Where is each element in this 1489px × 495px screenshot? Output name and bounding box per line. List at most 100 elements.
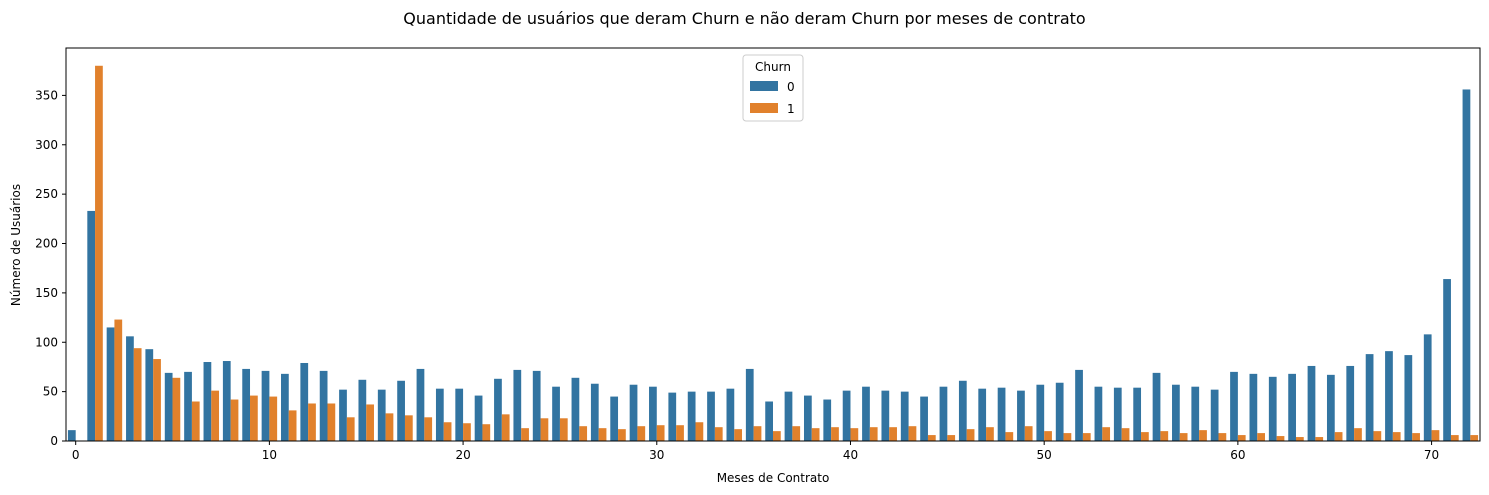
- bar-churn0-month-20: [455, 388, 464, 441]
- bar-churn1-month-40: [850, 428, 859, 441]
- y-tick-label-300: 300: [35, 138, 58, 152]
- bar-churn1-month-42: [889, 427, 897, 441]
- bar-churn0-month-63: [1288, 373, 1296, 441]
- bar-churn1-month-26: [579, 426, 588, 441]
- bar-churn0-month-26: [571, 377, 580, 441]
- bar-churn0-month-55: [1133, 387, 1142, 441]
- bar-churn1-month-9: [250, 395, 258, 441]
- bar-churn0-month-60: [1230, 371, 1238, 441]
- bar-churn1-month-61: [1257, 433, 1265, 441]
- bar-churn0-month-69: [1404, 355, 1413, 441]
- bar-churn1-month-27: [598, 428, 607, 441]
- bar-churn1-month-28: [618, 429, 626, 441]
- bar-churn1-month-23: [521, 428, 529, 441]
- bar-churn0-month-61: [1249, 373, 1258, 441]
- bar-churn1-month-34: [734, 429, 743, 441]
- bar-churn1-month-63: [1295, 437, 1304, 441]
- bar-churn0-month-72: [1462, 89, 1471, 441]
- bar-churn1-month-29: [637, 426, 646, 441]
- bar-churn1-month-59: [1218, 433, 1227, 441]
- bar-churn1-month-36: [773, 431, 781, 441]
- legend-label-0: 0: [787, 80, 795, 94]
- bar-churn0-month-48: [997, 387, 1006, 441]
- bar-churn1-month-10: [269, 396, 278, 441]
- y-tick-label-250: 250: [35, 187, 58, 201]
- bar-churn0-month-35: [745, 368, 754, 441]
- bar-churn0-month-40: [842, 390, 851, 441]
- bar-churn0-month-59: [1210, 389, 1219, 441]
- bar-churn0-month-17: [397, 380, 405, 441]
- y-tick-label-100: 100: [35, 335, 58, 349]
- bar-churn1-month-49: [1024, 426, 1033, 441]
- bar-churn0-month-22: [494, 378, 502, 441]
- bar-churn0-month-58: [1191, 386, 1200, 441]
- bar-churn1-month-15: [366, 404, 374, 441]
- bar-churn0-month-41: [862, 386, 870, 441]
- bar-churn0-month-24: [532, 370, 541, 441]
- bar-churn1-month-33: [714, 427, 723, 441]
- bar-churn1-month-45: [947, 435, 956, 441]
- bar-churn1-month-13: [327, 403, 336, 441]
- bar-churn0-month-0: [67, 430, 76, 441]
- x-tick-label-20: 20: [455, 448, 470, 462]
- x-tick-label-10: 10: [262, 448, 277, 462]
- bar-churn0-month-39: [823, 399, 832, 441]
- x-tick-label-60: 60: [1230, 448, 1245, 462]
- bar-churn0-month-34: [726, 388, 735, 441]
- bar-churn0-month-57: [1172, 384, 1180, 441]
- bar-churn1-month-5: [172, 377, 181, 441]
- bar-churn0-month-53: [1094, 386, 1103, 441]
- bar-churn0-month-31: [668, 392, 677, 441]
- bar-churn1-month-41: [869, 427, 878, 441]
- bars-group: [67, 65, 1479, 442]
- bar-churn1-month-43: [908, 426, 917, 441]
- bar-churn1-month-70: [1431, 430, 1440, 441]
- bar-churn1-month-35: [753, 426, 762, 441]
- bar-churn0-month-1: [87, 210, 96, 441]
- bar-churn1-month-14: [346, 417, 355, 441]
- bar-churn0-month-27: [590, 383, 599, 441]
- x-tick-label-0: 0: [72, 448, 80, 462]
- bar-churn0-month-67: [1365, 354, 1374, 441]
- bar-churn1-month-56: [1160, 431, 1169, 441]
- bar-churn1-month-62: [1276, 436, 1285, 441]
- bar-churn0-month-2: [106, 327, 115, 441]
- y-tick-label-200: 200: [35, 237, 58, 251]
- bar-churn1-month-16: [385, 413, 394, 441]
- bar-churn0-month-42: [881, 390, 890, 441]
- bar-churn0-month-3: [126, 336, 134, 441]
- bar-churn0-month-38: [803, 395, 812, 441]
- bar-churn0-month-33: [707, 391, 715, 441]
- bar-churn1-month-60: [1237, 435, 1246, 441]
- y-tick-label-150: 150: [35, 286, 58, 300]
- bar-churn1-month-52: [1082, 433, 1091, 441]
- bar-churn1-month-51: [1063, 433, 1072, 441]
- bar-churn1-month-72: [1470, 435, 1479, 441]
- bar-churn1-month-48: [1005, 432, 1014, 441]
- y-tick-label-350: 350: [35, 88, 58, 102]
- y-axis-label: Número de Usuários: [9, 184, 23, 306]
- bar-churn1-month-25: [559, 418, 568, 441]
- bar-churn0-month-49: [1017, 390, 1025, 441]
- legend-label-1: 1: [787, 102, 795, 116]
- bar-churn0-month-23: [513, 369, 522, 441]
- plot-frame: [65, 47, 1481, 442]
- bar-churn1-month-1: [95, 65, 103, 442]
- bar-churn0-month-44: [920, 396, 928, 441]
- bar-churn1-month-12: [308, 403, 316, 441]
- bar-churn1-month-19: [443, 422, 452, 441]
- legend-swatch-1: [750, 103, 778, 113]
- bar-churn0-month-52: [1075, 369, 1083, 441]
- bar-churn1-month-44: [927, 435, 936, 441]
- bar-churn0-month-9: [242, 368, 251, 441]
- bar-churn1-month-64: [1315, 437, 1324, 441]
- bar-churn0-month-62: [1268, 376, 1277, 441]
- bar-churn1-month-4: [153, 359, 161, 441]
- legend: Churn 0 1: [742, 54, 804, 122]
- bar-churn0-month-68: [1385, 351, 1393, 441]
- bar-churn1-month-31: [676, 425, 684, 441]
- bar-churn0-month-30: [649, 386, 657, 441]
- bar-churn0-month-66: [1346, 365, 1355, 441]
- x-axis-label: Meses de Contrato: [717, 471, 830, 485]
